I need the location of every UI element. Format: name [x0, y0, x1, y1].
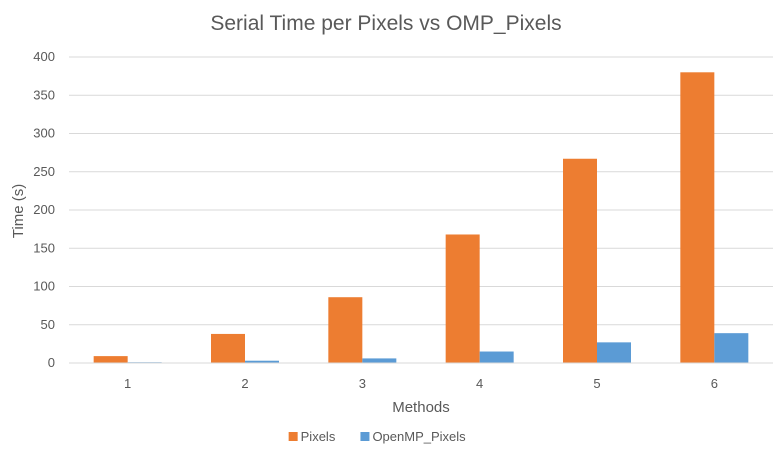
bar-openmp-pixels-3 — [362, 358, 397, 363]
y-tick-label: 350 — [33, 87, 55, 102]
y-axis-label: Time (s) — [10, 184, 27, 238]
legend-label: Pixels — [301, 429, 336, 444]
bar-openmp-pixels-2 — [245, 360, 279, 363]
bar-pixels-1 — [93, 356, 128, 363]
y-tick-label: 250 — [33, 164, 55, 179]
x-tick-label: 3 — [359, 376, 366, 391]
bar-pixels-5 — [563, 158, 597, 363]
y-tick-label: 300 — [33, 126, 55, 141]
x-tick-label: 2 — [241, 376, 248, 391]
bars — [93, 72, 749, 364]
legend-swatch — [360, 432, 370, 441]
bar-pixels-3 — [328, 297, 363, 363]
axes: 0 50 100 150 200 250 300 350 400 1 2 3 4 5 6 — [33, 49, 773, 391]
y-tick-label: 150 — [33, 240, 55, 255]
y-tick-label: 200 — [33, 202, 55, 217]
legend: Pixels OpenMP_Pixels — [288, 429, 466, 444]
legend-swatch — [288, 432, 298, 441]
x-tick-label: 1 — [124, 376, 131, 391]
bar-openmp-pixels-4 — [479, 351, 514, 363]
bar-pixels-4 — [445, 234, 480, 363]
y-tick-label: 400 — [33, 49, 55, 64]
x-tick-label: 6 — [711, 376, 718, 391]
x-axis-label: Methods — [392, 399, 450, 416]
gridlines — [69, 56, 773, 326]
legend-label: OpenMP_Pixels — [372, 429, 466, 444]
bar-pixels-2 — [211, 333, 245, 363]
chart-title: Serial Time per Pixels vs OMP_Pixels — [210, 12, 561, 35]
y-tick-label: 50 — [41, 317, 55, 332]
bar-openmp-pixels-5 — [597, 342, 631, 363]
x-tick-label: 4 — [476, 376, 483, 391]
y-tick-label: 0 — [48, 355, 55, 370]
y-tick-label: 100 — [33, 279, 55, 294]
x-tick-label: 5 — [593, 376, 600, 391]
bar-pixels-6 — [680, 72, 715, 364]
bar-openmp-pixels-6 — [714, 333, 749, 363]
